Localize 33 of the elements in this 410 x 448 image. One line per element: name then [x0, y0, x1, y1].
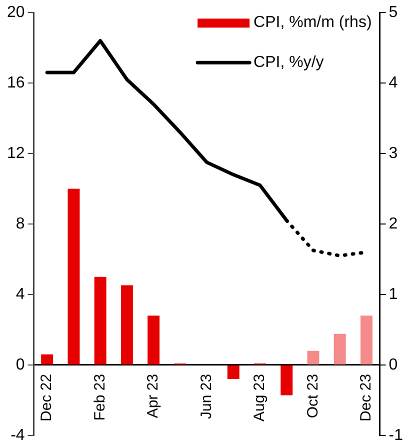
bar	[360, 316, 372, 364]
x-tick-label: Oct 23	[304, 374, 322, 418]
bar	[148, 316, 160, 364]
y-tick-label: -4	[10, 426, 25, 444]
y2-tick-label: 5	[388, 4, 398, 22]
bar	[307, 350, 320, 364]
bar	[120, 285, 133, 364]
legend-label: CPI, %m/m (rhs)	[254, 14, 372, 32]
x-tick-label: Dec 23	[358, 374, 375, 422]
x-tick-label: Aug 23	[251, 374, 268, 422]
y-tick-label: 20	[7, 4, 25, 22]
bar	[280, 365, 293, 396]
y-tick-label: 4	[16, 286, 25, 303]
y2-tick-label: 4	[388, 74, 398, 92]
y-tick-label: 16	[7, 74, 25, 92]
legend-label: CPI, %y/y	[254, 54, 324, 72]
bar	[68, 188, 80, 364]
x-tick-label: Jun 23	[198, 374, 215, 419]
x-tick-label: Feb 23	[91, 374, 108, 421]
y-tick-label: 0	[16, 356, 25, 374]
bar	[227, 365, 240, 380]
y-tick-label: 8	[16, 215, 25, 232]
y2-tick-label: 1	[388, 286, 398, 303]
y2-tick-label: -1	[388, 426, 404, 444]
x-tick-label: Apr 23	[144, 374, 162, 418]
x-tick-label: Dec 22	[38, 374, 56, 422]
y2-tick-label: 2	[388, 215, 398, 232]
y2-tick-label: 0	[388, 356, 398, 374]
y2-tick-label: 3	[388, 144, 398, 162]
bar	[41, 354, 54, 364]
y-tick-label: 12	[7, 144, 25, 162]
bar	[94, 276, 106, 364]
bar	[334, 334, 346, 364]
